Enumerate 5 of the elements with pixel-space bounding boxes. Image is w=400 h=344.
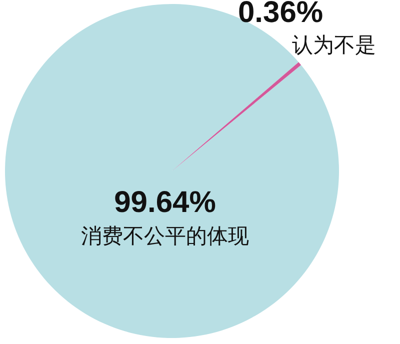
data-label: 99.64% <box>114 186 216 219</box>
data-label: 0.36% <box>238 0 324 29</box>
slice-label: 消费不公平的体现 <box>81 224 249 248</box>
slice-label: 认为不是 <box>292 33 376 57</box>
pie-slice <box>172 62 302 171</box>
